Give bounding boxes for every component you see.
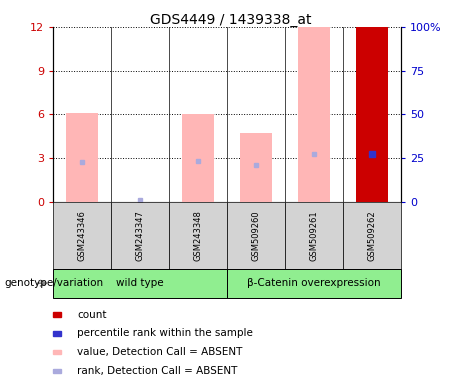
Text: percentile rank within the sample: percentile rank within the sample xyxy=(77,328,253,338)
Bar xyxy=(53,331,61,336)
Text: genotype/variation: genotype/variation xyxy=(5,278,104,288)
Bar xyxy=(53,313,61,317)
Bar xyxy=(356,27,388,202)
Text: GDS4449 / 1439338_at: GDS4449 / 1439338_at xyxy=(150,13,311,27)
Text: GSM243348: GSM243348 xyxy=(194,210,202,261)
Bar xyxy=(240,133,272,202)
Text: GSM509261: GSM509261 xyxy=(309,210,319,260)
Bar xyxy=(53,202,111,269)
Bar xyxy=(285,202,343,269)
Bar xyxy=(53,269,227,298)
Bar xyxy=(66,113,98,202)
Text: GSM243347: GSM243347 xyxy=(136,210,145,261)
Text: GSM243346: GSM243346 xyxy=(77,210,87,261)
Text: GSM509260: GSM509260 xyxy=(252,210,260,260)
Bar xyxy=(298,27,330,202)
Bar xyxy=(182,114,214,202)
Text: rank, Detection Call = ABSENT: rank, Detection Call = ABSENT xyxy=(77,366,238,376)
Text: value, Detection Call = ABSENT: value, Detection Call = ABSENT xyxy=(77,347,243,357)
Bar xyxy=(169,202,227,269)
Text: β-Catenin overexpression: β-Catenin overexpression xyxy=(247,278,381,288)
Text: count: count xyxy=(77,310,107,319)
Text: GSM509262: GSM509262 xyxy=(367,210,377,260)
Bar xyxy=(227,202,285,269)
Bar xyxy=(227,269,401,298)
Bar xyxy=(111,202,169,269)
Text: wild type: wild type xyxy=(116,278,164,288)
Bar xyxy=(53,350,61,354)
Bar xyxy=(53,369,61,373)
Bar xyxy=(343,202,401,269)
